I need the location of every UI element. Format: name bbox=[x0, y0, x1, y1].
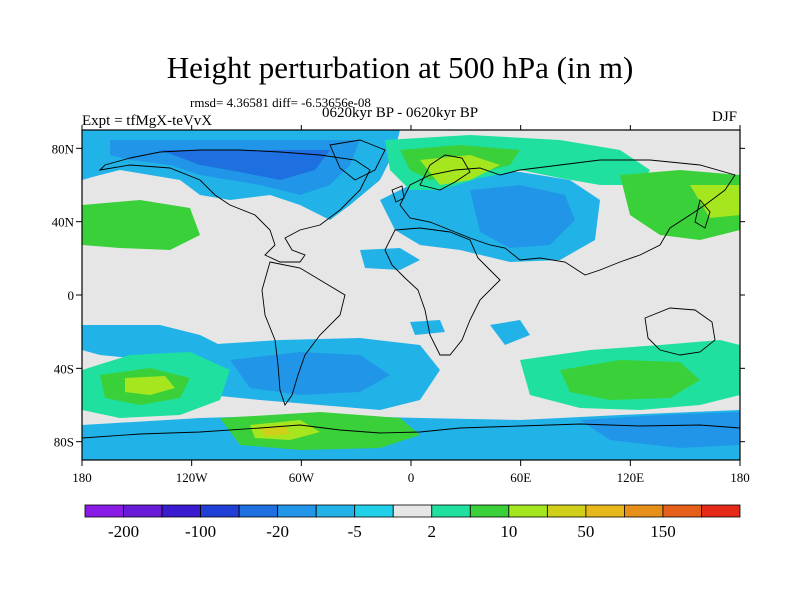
colorbar-label: -100 bbox=[185, 522, 216, 541]
negative-anomaly-south-atlantic-east bbox=[410, 320, 445, 335]
lon-tick-label: 0 bbox=[408, 470, 415, 485]
lon-tick-label: 180 bbox=[730, 470, 750, 485]
lon-tick-label: 180 bbox=[72, 470, 92, 485]
colorbar-swatch bbox=[585, 504, 625, 518]
lat-tick-label: 80N bbox=[52, 141, 75, 156]
lat-tick-label: 40N bbox=[52, 215, 75, 230]
negative-anomaly-indian-tropics bbox=[490, 320, 530, 345]
colorbar-swatch bbox=[624, 504, 664, 518]
negative-anomaly-southeast-pacific bbox=[82, 325, 230, 362]
negative-anomaly-core-deep bbox=[160, 150, 330, 180]
colorbar-swatch bbox=[392, 504, 433, 518]
coastline-greenland bbox=[329, 139, 386, 181]
colorbar-swatch bbox=[431, 504, 471, 518]
colorbar-label: 50 bbox=[577, 522, 594, 541]
coastline-japan bbox=[694, 199, 711, 229]
field-layer bbox=[82, 130, 740, 460]
positive-anomaly-east-asia-core bbox=[690, 185, 740, 218]
coastline-australia bbox=[644, 307, 716, 356]
colorbar-label: -200 bbox=[108, 522, 139, 541]
latitude-axis: 80N 40N 0 40S 80S bbox=[52, 141, 745, 450]
negative-anomaly-south-atlantic-core bbox=[230, 352, 390, 395]
colorbar-swatch bbox=[469, 504, 510, 518]
stats-subtitle: rmsd= 4.36581 diff= -6.53656e-08 bbox=[190, 95, 371, 110]
positive-anomaly-antarctic-coast bbox=[220, 412, 420, 450]
coastline-antarctica bbox=[82, 423, 740, 439]
colorbar-swatch bbox=[161, 504, 201, 518]
coastline-layer bbox=[82, 139, 740, 439]
colorbar-swatch bbox=[200, 504, 240, 518]
colorbar-swatch bbox=[238, 504, 279, 518]
lat-tick-label: 0 bbox=[68, 288, 75, 303]
coastline-eurasia bbox=[399, 159, 736, 276]
lon-tick-label: 60E bbox=[510, 470, 531, 485]
negative-anomaly-antarctic-core bbox=[580, 412, 740, 448]
positive-anomaly-antarctic-max bbox=[260, 426, 290, 436]
negative-anomaly-eurasia-core bbox=[470, 185, 575, 248]
longitude-axis: 180 120W 60W 0 60E 120E 180 bbox=[72, 125, 750, 485]
colorbar-swatch bbox=[277, 504, 317, 518]
coastline-north-america bbox=[98, 149, 371, 263]
colorbar-swatch bbox=[123, 504, 163, 518]
lat-tick-label: 40S bbox=[54, 361, 74, 376]
positive-anomaly-south-indian-core bbox=[560, 360, 700, 400]
colorbar-swatch bbox=[84, 504, 124, 518]
colorbar-label: 10 bbox=[500, 522, 517, 541]
colorbar-swatch bbox=[662, 504, 702, 518]
colorbar-swatch bbox=[315, 504, 356, 518]
lon-tick-label: 120W bbox=[176, 470, 209, 485]
period-subtitle: 0620kyr BP - 0620kyr BP bbox=[322, 105, 479, 121]
colorbar-swatch bbox=[508, 504, 548, 518]
colorbar-label: 150 bbox=[650, 522, 676, 541]
colorbar-swatch bbox=[701, 504, 741, 518]
coastline-scandinavia bbox=[419, 154, 471, 191]
lon-tick-label: 120E bbox=[617, 470, 645, 485]
experiment-label: Expt = tfMgX-teVvX bbox=[82, 113, 213, 129]
negative-anomaly-atlantic-tropics bbox=[360, 248, 420, 270]
season-label: DJF bbox=[712, 109, 738, 125]
colorbar-label: 2 bbox=[428, 522, 437, 541]
colorbar: -200 -100 -20 -5 2 10 50 150 bbox=[84, 504, 741, 541]
positive-anomaly-north-pacific bbox=[82, 200, 200, 250]
colorbar-label: -5 bbox=[348, 522, 362, 541]
coastline-uk bbox=[391, 185, 405, 203]
colorbar-swatch bbox=[546, 504, 587, 518]
positive-anomaly-south-pacific-max bbox=[125, 376, 175, 395]
colorbar-swatch bbox=[354, 504, 394, 518]
lat-tick-label: 80S bbox=[54, 435, 74, 450]
map-title: Height perturbation at 500 hPa (in m) bbox=[166, 50, 634, 85]
lon-tick-label: 60W bbox=[289, 470, 315, 485]
colorbar-label: -20 bbox=[266, 522, 289, 541]
coastline-africa bbox=[384, 227, 501, 356]
coastline-south-america bbox=[261, 261, 346, 406]
